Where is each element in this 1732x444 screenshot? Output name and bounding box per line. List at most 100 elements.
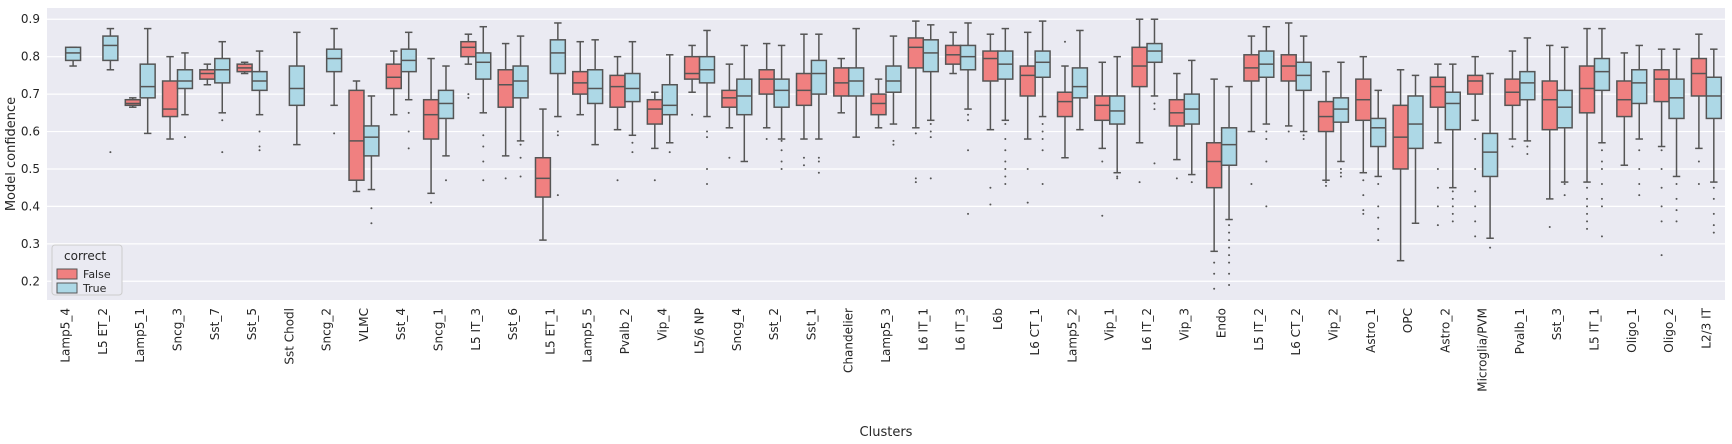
box-true-Vip_4 — [661, 54, 678, 154]
box-true-Microglia/PVM — [1481, 72, 1499, 249]
box-true-Pvalb_1 — [1519, 37, 1536, 155]
box-iqr — [1332, 97, 1350, 123]
outlier-point — [1228, 254, 1231, 257]
box-iqr — [1668, 78, 1685, 120]
outlier-point — [1063, 40, 1066, 43]
outlier-point — [1101, 160, 1104, 163]
x-tick-label: Astro_1 — [1364, 308, 1378, 353]
box-false-Astro_1 — [1355, 55, 1372, 215]
legend-entry-label: False — [83, 268, 111, 281]
x-tick-label: Sncg_3 — [171, 308, 185, 351]
outlier-point — [1228, 246, 1231, 249]
outlier-point — [482, 145, 485, 148]
x-tick-label: Vip_3 — [1177, 308, 1191, 341]
box-true-Endo — [1220, 85, 1238, 287]
outlier-point — [333, 132, 336, 135]
box-iqr — [1071, 67, 1089, 99]
x-tick-label: L5 IT_1 — [1587, 308, 1601, 351]
outlier-point — [1265, 130, 1268, 133]
outlier-point — [1474, 190, 1477, 193]
outlier-point — [1004, 149, 1007, 152]
outlier-point — [1660, 149, 1663, 152]
box-iqr — [1094, 95, 1111, 122]
outlier-point — [504, 177, 507, 180]
outlier-point — [1041, 138, 1044, 141]
outlier-point — [967, 119, 970, 122]
box-iqr — [1295, 61, 1312, 92]
box-true-Lamp5_1 — [139, 27, 156, 135]
outlier-point — [1265, 138, 1268, 141]
outlier-point — [1026, 167, 1029, 170]
box-true-Pvalb_2 — [624, 40, 641, 154]
outlier-point — [1004, 182, 1007, 185]
legend-swatch — [56, 268, 78, 280]
outlier-point — [914, 181, 917, 184]
box-true-Sst_7 — [214, 40, 231, 154]
outlier-point — [1190, 181, 1193, 184]
box-false-Sst_3 — [1541, 44, 1558, 228]
box-false-Sncg_1 — [422, 57, 440, 204]
outlier-point — [1563, 194, 1566, 197]
box-iqr — [534, 156, 552, 198]
box-false-Sncg_4 — [721, 63, 738, 159]
outlier-point — [631, 141, 634, 144]
box-iqr — [437, 89, 455, 120]
outlier-point — [1004, 138, 1007, 141]
box-iqr — [795, 72, 813, 107]
outlier-point — [668, 151, 671, 154]
outlier-point — [407, 130, 410, 133]
outlier-point — [556, 130, 559, 133]
box-iqr — [325, 48, 343, 73]
box-true-Sncg_1 — [437, 65, 455, 182]
x-tick-label: Sncg_4 — [730, 308, 744, 351]
outlier-point — [989, 203, 992, 206]
outlier-point — [1228, 284, 1231, 287]
outlier-point — [967, 149, 970, 152]
box-iqr — [1034, 50, 1051, 79]
box-false-OPC — [1392, 69, 1409, 262]
box-iqr — [1631, 69, 1648, 105]
box-true-Sst_1 — [810, 33, 828, 174]
outlier-point — [1660, 186, 1663, 189]
outlier-point — [929, 177, 932, 180]
outlier-point — [1362, 212, 1365, 215]
box-iqr — [1019, 65, 1036, 97]
box-iqr — [922, 39, 939, 73]
box-iqr — [1705, 76, 1723, 120]
box-iqr — [870, 93, 887, 116]
box-true-L5 IT_2 — [1258, 25, 1275, 208]
box-iqr — [773, 78, 790, 108]
box-iqr — [176, 69, 194, 90]
box-true-L6 IT_2 — [1146, 18, 1163, 165]
box-iqr — [1108, 95, 1126, 125]
box-false-Chandelier — [833, 57, 850, 114]
x-tick-label: L6 CT_2 — [1289, 308, 1303, 355]
box-iqr — [1131, 46, 1148, 88]
outlier-point — [1526, 145, 1529, 148]
box-true-Sncg_2 — [325, 27, 343, 135]
box-iqr — [586, 69, 604, 105]
x-tick-label: Lamp5_4 — [59, 308, 73, 363]
outlier-point — [1436, 186, 1439, 189]
x-tick-label: L5 ET_1 — [543, 308, 557, 355]
outlier-point — [1377, 205, 1380, 208]
box-true-Astro_1 — [1370, 89, 1387, 242]
outlier-point — [1586, 197, 1589, 200]
x-tick-label: Microglia/PVM — [1476, 308, 1490, 392]
x-tick-label: Sst_2 — [767, 308, 781, 340]
outlier-point — [556, 194, 559, 197]
outlier-point — [929, 130, 932, 133]
outlier-point — [1563, 182, 1566, 185]
legend-swatch — [56, 282, 78, 294]
x-tick-label: L5/6 NP — [693, 308, 707, 354]
outlier-point — [631, 151, 634, 154]
x-tick-label: L5 IT_2 — [1252, 308, 1266, 351]
outlier-point — [1228, 239, 1231, 242]
box-iqr — [810, 59, 828, 95]
outlier-point — [914, 177, 917, 180]
outlier-point — [967, 113, 970, 116]
box-true-Vip_1 — [1108, 55, 1126, 180]
outlier-point — [1153, 108, 1156, 111]
box-iqr — [1429, 76, 1447, 108]
